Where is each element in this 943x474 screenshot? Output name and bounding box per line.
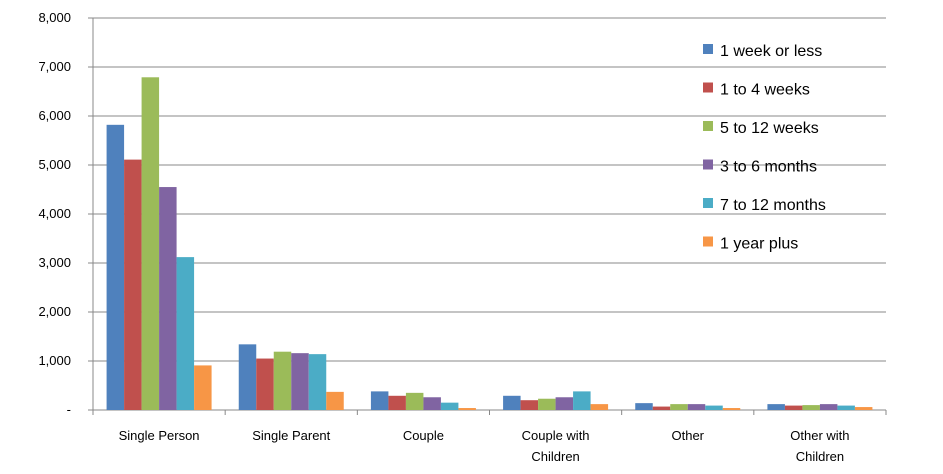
bar: [326, 391, 344, 410]
y-tick-label: 1,000: [38, 353, 71, 368]
legend-swatch: [703, 44, 713, 54]
bar: [308, 354, 327, 410]
bar: [176, 257, 195, 410]
bar: [837, 405, 855, 410]
y-tick-label: 8,000: [38, 10, 71, 25]
legend-label: 3 to 6 months: [720, 159, 817, 176]
bar: [802, 405, 820, 410]
bar: [159, 187, 177, 410]
bar: [687, 404, 706, 410]
bar: [590, 404, 609, 410]
y-tick-label: 6,000: [38, 108, 71, 123]
y-tick-label: 7,000: [38, 59, 71, 74]
bar: [784, 405, 803, 410]
bar: [652, 406, 671, 410]
legend-label: 1 to 4 weeks: [720, 82, 810, 99]
bar: [273, 351, 292, 410]
y-tick-label: 3,000: [38, 255, 71, 270]
bar: [106, 124, 125, 410]
bar: [423, 397, 441, 410]
legend-label: 1 year plus: [720, 236, 798, 253]
bar: [854, 407, 873, 410]
y-tick-label: 4,000: [38, 206, 71, 221]
x-tick-labels: Single Person Single Parent Couple Couple w…: [119, 428, 850, 464]
legend: 1 week or less 1 to 4 weeks 5 to 12 weeks 3…: [703, 43, 826, 253]
bar: [722, 408, 741, 410]
bar: [256, 358, 274, 410]
bar: [573, 391, 591, 410]
axes: [88, 17, 887, 415]
bar: [670, 404, 688, 410]
x-tick-label: Single Parent: [252, 428, 330, 443]
bar: [388, 395, 406, 410]
bar: [458, 408, 476, 410]
x-tick-label: Single Person: [119, 428, 200, 443]
bar: [520, 400, 539, 410]
bar: [194, 365, 212, 410]
legend-swatch: [703, 159, 713, 170]
bar: [440, 402, 459, 410]
bar: [405, 392, 424, 410]
y-tick-label: -: [67, 402, 71, 417]
gridlines: [93, 17, 886, 362]
bar: [819, 404, 838, 410]
bar: [141, 77, 160, 410]
x-tick-label: Couple: [403, 428, 444, 443]
bars: [106, 77, 873, 410]
y-tick-labels: - 1,000 2,000 3,000 4,000 5,000 6,000 7,000 8,00…: [38, 10, 71, 417]
bar: [767, 404, 785, 410]
legend-swatch: [703, 82, 713, 93]
y-tick-label: 5,000: [38, 157, 71, 172]
bar: [635, 403, 653, 410]
x-tick-label: Children: [531, 449, 579, 464]
x-tick-label: Other: [671, 428, 704, 443]
bar: [238, 344, 257, 410]
x-tick-label: Couple with: [522, 428, 590, 443]
bar: [124, 159, 142, 410]
bar: [538, 398, 556, 410]
x-tick-label: Children: [796, 449, 844, 464]
y-tick-label: 2,000: [38, 304, 71, 319]
bar: [555, 397, 574, 410]
legend-swatch: [703, 236, 713, 247]
bar: [291, 353, 309, 410]
bar: [370, 391, 389, 410]
legend-swatch: [703, 198, 713, 208]
legend-label: 5 to 12 weeks: [720, 120, 819, 137]
legend-swatch: [703, 121, 713, 131]
bar: [705, 405, 723, 410]
legend-label: 1 week or less: [720, 43, 822, 60]
x-tick-label: Other with: [790, 428, 849, 443]
bar: [503, 395, 521, 410]
legend-label: 7 to 12 months: [720, 197, 826, 214]
